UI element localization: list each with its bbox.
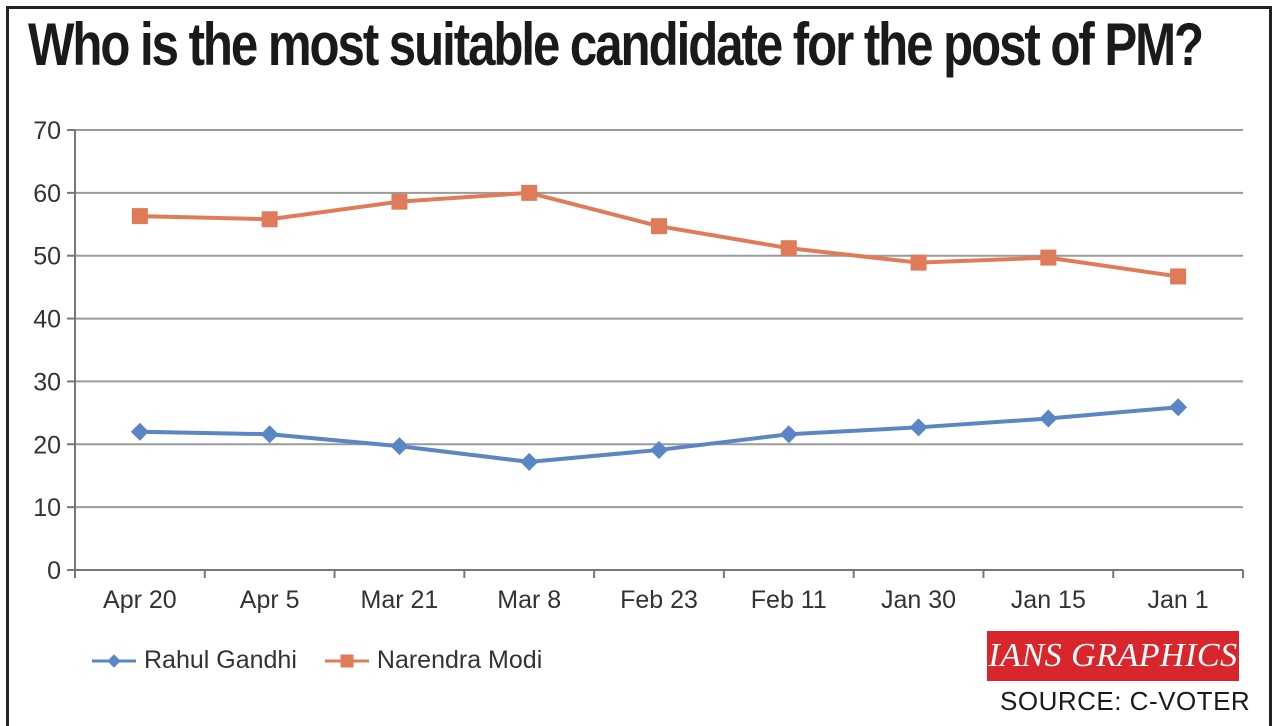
point-narendra-modi-8 — [1170, 268, 1187, 285]
x-tick-label-jan-30: Jan 30 — [881, 586, 956, 614]
point-rahul-gandhi-4 — [650, 440, 668, 459]
point-narendra-modi-5 — [780, 240, 797, 257]
legend-item-rahul-gandhi: Rahul Gandhi — [92, 646, 297, 675]
point-rahul-gandhi-0 — [130, 422, 149, 441]
y-tick-label-40: 40 — [33, 306, 61, 334]
y-tick-label-50: 50 — [33, 243, 61, 271]
point-narendra-modi-6 — [910, 254, 927, 271]
x-tick-label-feb-11: Feb 11 — [751, 586, 827, 614]
point-narendra-modi-3 — [521, 184, 538, 201]
point-rahul-gandhi-6 — [909, 418, 928, 437]
x-tick-label-feb-23: Feb 23 — [620, 586, 698, 614]
y-tick-label-30: 30 — [33, 368, 61, 396]
point-rahul-gandhi-5 — [779, 425, 798, 444]
y-tick-label-0: 0 — [47, 557, 61, 585]
point-narendra-modi-2 — [391, 193, 408, 210]
legend-swatch-rahul-gandhi — [92, 653, 136, 668]
y-tick-label-70: 70 — [33, 117, 61, 145]
y-tick-label-10: 10 — [33, 494, 61, 522]
x-tick-label-jan-15: Jan 15 — [1011, 586, 1086, 614]
point-rahul-gandhi-1 — [260, 425, 279, 444]
legend-swatch-narendra-modi — [324, 654, 369, 667]
x-tick-label-mar-21: Mar 21 — [361, 586, 439, 614]
point-narendra-modi-1 — [261, 211, 278, 228]
point-rahul-gandhi-7 — [1039, 409, 1058, 428]
point-narendra-modi-0 — [131, 208, 148, 225]
point-narendra-modi-7 — [1040, 249, 1057, 266]
point-rahul-gandhi-3 — [520, 452, 539, 471]
x-tick-label-apr-5: Apr 5 — [240, 586, 300, 614]
point-rahul-gandhi-8 — [1169, 398, 1188, 417]
series-line-narendra-modi — [139, 190, 1179, 279]
legend-label-rahul-gandhi: Rahul Gandhi — [144, 646, 297, 674]
y-tick-label-20: 20 — [33, 431, 61, 459]
point-rahul-gandhi-2 — [390, 437, 409, 456]
legend-label-narendra-modi: Narendra Modi — [376, 646, 543, 674]
chart-frame — [6, 6, 1272, 726]
point-narendra-modi-4 — [651, 218, 667, 235]
ians-graphics-logo: IANS GRAPHICS — [987, 631, 1239, 681]
legend-item-narendra-modi: Narendra Modi — [324, 646, 543, 675]
x-tick-label-mar-8: Mar 8 — [497, 586, 561, 614]
x-tick-label-jan-1: Jan 1 — [1148, 586, 1209, 614]
brand-label: IANS GRAPHICS — [988, 637, 1238, 674]
legend: Rahul Gandhi Narendra Modi — [92, 646, 570, 675]
y-tick-label-60: 60 — [33, 180, 61, 208]
chart-title: Who is the most suitable candidate for t… — [28, 11, 1204, 78]
x-tick-label-apr-20: Apr 20 — [103, 586, 177, 614]
source-note: SOURCE: C-VOTER — [1000, 686, 1251, 716]
